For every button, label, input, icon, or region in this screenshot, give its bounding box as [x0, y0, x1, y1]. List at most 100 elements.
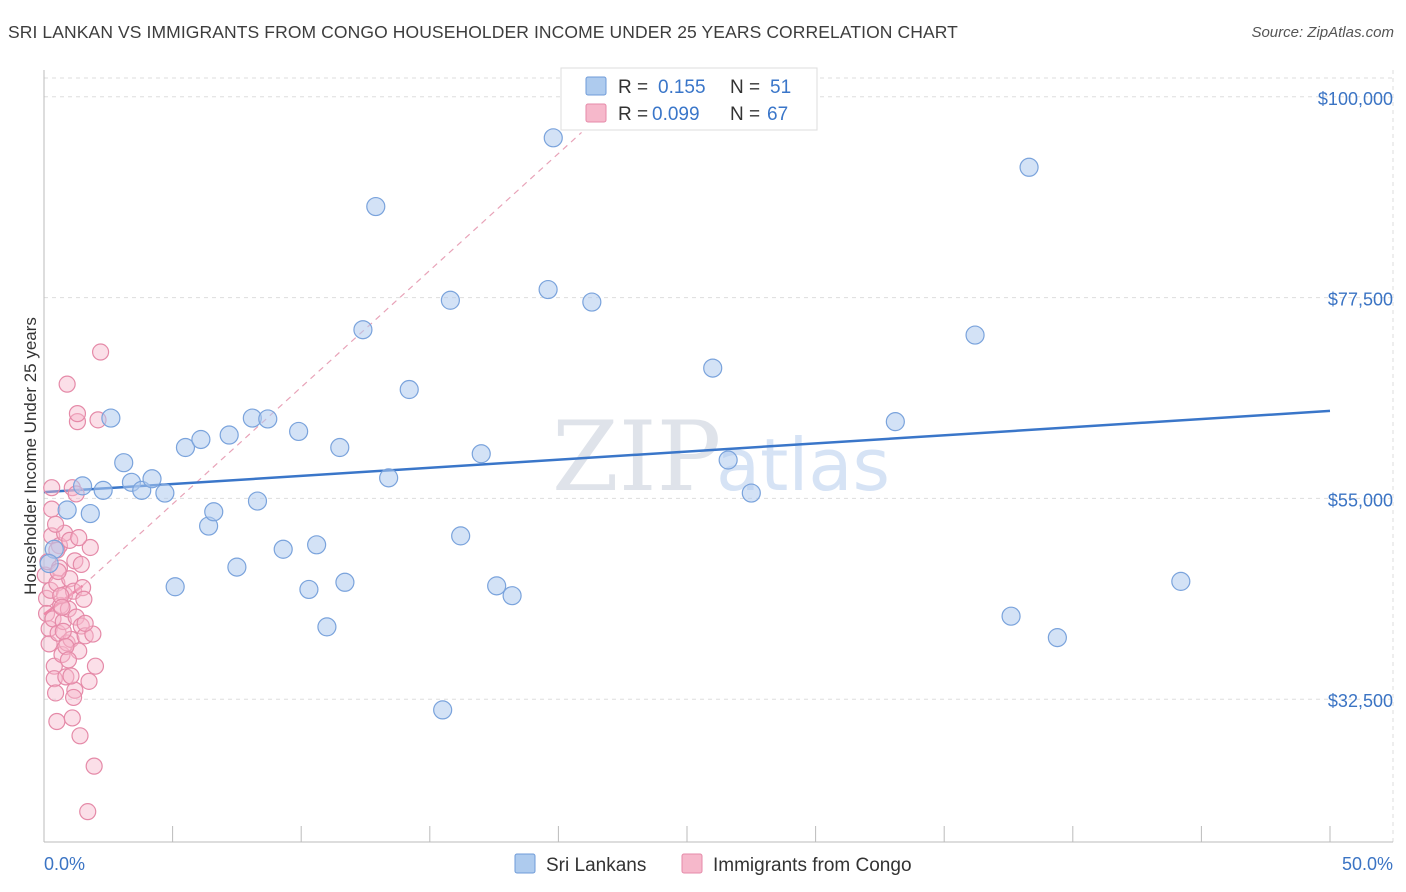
- congo-point: [37, 589, 56, 607]
- srilankans-point: [93, 480, 113, 500]
- legend-swatch-blue: [585, 76, 607, 96]
- srilankans-point: [80, 503, 100, 524]
- chart-title: SRI LANKAN VS IMMIGRANTS FROM CONGO HOUS…: [8, 22, 958, 42]
- srilankans-point: [1001, 606, 1021, 626]
- srilankans-point: [366, 196, 386, 217]
- srilankans-point: [114, 453, 134, 473]
- srilankans-point: [1171, 571, 1191, 591]
- congo-point: [67, 608, 85, 626]
- congo-point: [79, 803, 97, 821]
- watermark: ZIP atlas: [552, 401, 890, 513]
- srilankans-point: [502, 586, 522, 606]
- srilankans-point: [317, 617, 337, 637]
- srilankans-point: [39, 553, 59, 574]
- congo-point: [72, 555, 90, 574]
- congo-point: [75, 590, 93, 608]
- srilankans-point: [165, 577, 185, 597]
- srilankans-point: [57, 500, 77, 520]
- y-axis-label: Householder Income Under 25 years: [21, 317, 40, 595]
- congo-point: [57, 637, 75, 656]
- srilankans-point: [399, 379, 419, 400]
- y-tick-label: $55,000: [1328, 490, 1393, 510]
- series-srilankans-points: [39, 128, 1191, 720]
- srilankans-point: [101, 408, 121, 428]
- srilankans-point: [885, 412, 905, 432]
- srilankans-point: [487, 576, 507, 596]
- congo-point: [43, 479, 61, 497]
- congo-point: [57, 668, 75, 686]
- srilankans-point: [330, 437, 350, 458]
- congo-point: [59, 651, 78, 669]
- srilankans-point: [219, 425, 239, 445]
- srilankans-point: [965, 325, 985, 345]
- srilankans-point: [353, 320, 373, 340]
- srilankans-point: [258, 409, 278, 429]
- congo-point: [63, 709, 81, 727]
- legend-swatch-congo: [681, 853, 703, 874]
- congo-point: [53, 598, 71, 616]
- congo-point: [46, 515, 65, 533]
- srilankans-point: [204, 502, 224, 522]
- srilankans-point: [451, 526, 471, 546]
- legend-r-value-blue: 0.155: [658, 77, 706, 98]
- legend-swatch-pink: [585, 103, 607, 123]
- legend-n-value-pink: 67: [767, 104, 788, 125]
- congo-point: [62, 667, 80, 685]
- srilankans-trend-line: [43, 409, 1331, 494]
- srilankans-point: [471, 444, 491, 464]
- congo-point: [58, 375, 76, 393]
- legend-r-label-pink: R =: [618, 104, 648, 125]
- congo-point: [64, 688, 83, 707]
- axes: [43, 70, 1393, 843]
- srilankans-point: [433, 700, 453, 720]
- srilankans-point: [142, 469, 162, 489]
- srilankans-point: [72, 476, 93, 496]
- srilankans-point: [247, 491, 268, 511]
- congo-point: [86, 657, 105, 675]
- y-tick-labels: $100,000 $77,500 $55,000 $32,500: [1318, 89, 1393, 711]
- legend-n-value-blue: 51: [770, 77, 791, 98]
- srilankans-point: [1047, 628, 1067, 648]
- srilankans-point: [273, 539, 293, 559]
- congo-point: [71, 727, 89, 745]
- srilankans-point: [335, 572, 355, 592]
- srilankans-point: [741, 483, 761, 503]
- x-tick-label-min: 0.0%: [44, 854, 85, 874]
- congo-point: [91, 343, 110, 361]
- congo-point: [81, 538, 99, 557]
- congo-point: [85, 757, 103, 775]
- y-tick-label: $100,000: [1318, 89, 1393, 109]
- srilankans-point: [1019, 157, 1039, 177]
- y-tick-label: $77,500: [1328, 290, 1393, 310]
- srilankans-point: [227, 557, 247, 577]
- series-legend: Sri Lankans Immigrants from Congo: [514, 853, 912, 876]
- srilankans-point: [155, 483, 175, 503]
- y-tick-label: $32,500: [1328, 691, 1393, 711]
- srilankans-point: [289, 421, 309, 442]
- congo-point: [54, 622, 72, 640]
- srilankans-point: [299, 579, 319, 600]
- legend-r-label-blue: R =: [618, 77, 648, 98]
- srilankans-point: [582, 292, 602, 312]
- source-credit: Source: ZipAtlas.com: [1251, 24, 1394, 41]
- congo-point: [70, 529, 88, 547]
- congo-point: [66, 681, 84, 699]
- legend-r-value-pink: 0.099: [652, 104, 700, 125]
- congo-trend-extension: [82, 132, 582, 587]
- srilankans-point: [175, 437, 196, 458]
- srilankans-point: [538, 279, 558, 300]
- congo-trend-line: [43, 584, 84, 616]
- congo-point: [43, 500, 61, 518]
- congo-point: [40, 620, 58, 638]
- series-congo-points: [36, 343, 110, 821]
- legend-n-label-pink: N =: [730, 104, 760, 125]
- legend-label-srilankans: Sri Lankans: [546, 855, 646, 876]
- srilankans-point: [379, 468, 399, 488]
- watermark-zip: ZIP: [552, 401, 721, 513]
- x-tick-label-max: 50.0%: [1342, 854, 1393, 874]
- srilankans-point: [703, 358, 723, 378]
- congo-point: [80, 672, 98, 690]
- stats-legend: R = 0.155 N = 51 R = 0.099 N = 67: [560, 67, 818, 131]
- congo-point: [76, 614, 94, 632]
